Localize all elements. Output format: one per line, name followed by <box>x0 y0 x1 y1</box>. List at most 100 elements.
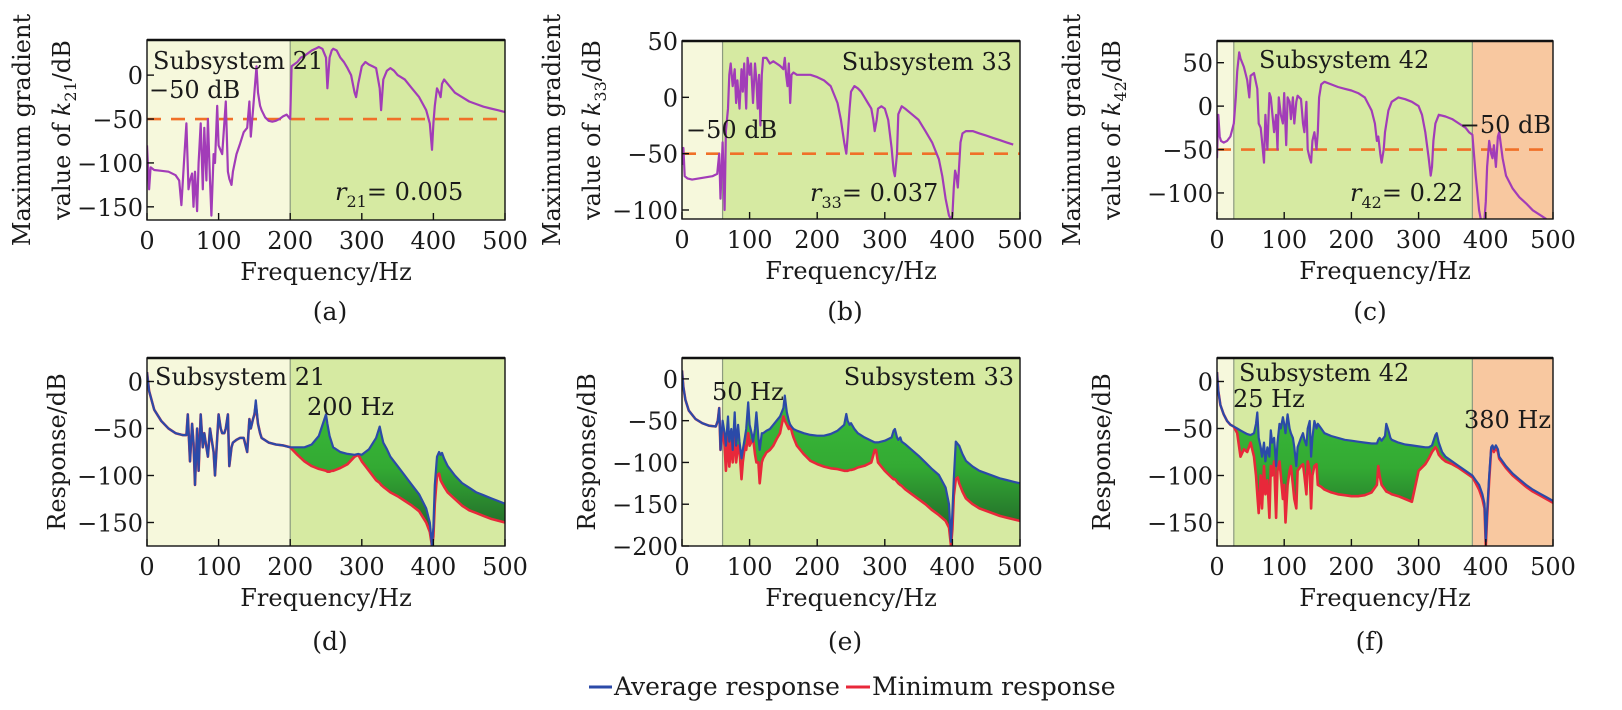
region-low <box>1217 41 1234 219</box>
x-tick-label: 400 <box>410 553 456 581</box>
gradient-curve <box>1217 51 1547 219</box>
ratio-annotation: r21= 0.005 <box>335 178 463 211</box>
y-axis-label: Response/dB <box>573 373 601 530</box>
ratio-subscript: 33 <box>821 193 841 212</box>
threshold-label: −50 dB <box>1460 111 1551 139</box>
x-tick-label: 0 <box>1209 226 1224 254</box>
y-tick-label: 50 <box>1182 50 1213 78</box>
x-axis-label: Frequency/Hz <box>240 258 411 286</box>
legend-label-average: Average response <box>613 672 840 701</box>
x-tick-label: 100 <box>196 553 242 581</box>
y-axis-label: Response/dB <box>43 373 71 530</box>
y-label-suffix: /dB <box>48 40 76 81</box>
x-tick-label: 300 <box>1396 553 1442 581</box>
average-response-line <box>682 370 1020 543</box>
y-tick-label: 0 <box>663 84 678 112</box>
panel-c: 0 100 200 300 400 500500−50−100Frequency/Hz(c… <box>1058 14 1576 326</box>
panel-e: 0 100 200 300 400 500 0 −50 −100 −150 −200 Frequenc… <box>573 356 1043 656</box>
y-axis-label-line1: Maximum gradient <box>1058 14 1086 247</box>
ratio-subscript: 21 <box>346 192 366 211</box>
x-tick-label: 400 <box>410 227 456 255</box>
y-tick-label: −100 <box>77 150 143 178</box>
y-label-prefix: value of <box>578 116 606 221</box>
average-response-line <box>147 371 505 546</box>
region-low <box>147 358 291 546</box>
x-axis-label: Frequency/Hz <box>1299 584 1470 612</box>
x-tick-label: 300 <box>1396 226 1442 254</box>
panel-caption: (c) <box>1353 297 1387 326</box>
response-band-fill <box>682 370 1020 546</box>
region-low <box>682 358 723 546</box>
y-label-suffix2: dB <box>578 40 606 73</box>
y-axis-label-line2: value of k42/dB <box>1098 40 1130 221</box>
x-axis-label: Frequency/Hz <box>1299 257 1470 285</box>
ratio-value: = 0.22 <box>1382 179 1463 207</box>
x-axis-label: Frequency/Hz <box>765 584 936 612</box>
y-label-variable: k <box>1098 102 1126 117</box>
ratio-subscript: 42 <box>1361 193 1381 212</box>
plot-area <box>1217 372 1553 546</box>
panel-a: 0 100 200 300 400 500 0 −50 −100 −150 Frequency/Hz… <box>8 14 528 326</box>
x-tick-label: 400 <box>1463 553 1509 581</box>
y-tick-label: −200 <box>612 533 678 561</box>
y-tick-label: 0 <box>1198 93 1213 121</box>
ratio-value: = 0.005 <box>367 178 463 206</box>
subsystem-label: Subsystem 42 <box>1259 46 1429 74</box>
y-axis-label: Response/dB <box>1088 373 1116 530</box>
x-tick-label: 100 <box>727 226 773 254</box>
panel-caption: (f) <box>1356 627 1385 656</box>
y-tick-label: −100 <box>77 463 143 491</box>
y-tick-label: 0 <box>1198 369 1213 397</box>
panel-d: 0 100 200 300 400 500 0 −50 −100 −150 Frequency/Hz… <box>43 356 528 656</box>
x-tick-label: 200 <box>794 226 840 254</box>
x-tick-label: 0 <box>674 226 689 254</box>
plot-area <box>682 370 1020 546</box>
y-tick-label: −50 <box>627 408 678 436</box>
x-tick-label: 300 <box>339 227 385 255</box>
panel-caption: (a) <box>313 297 347 326</box>
ratio-variable: r <box>335 178 348 206</box>
x-tick-label: 100 <box>727 553 773 581</box>
x-tick-label: 300 <box>339 553 385 581</box>
y-tick-label: −50 <box>92 106 143 134</box>
x-tick-label: 100 <box>1261 226 1307 254</box>
subsystem-label: Subsystem 21 <box>153 47 323 75</box>
y-tick-label: −50 <box>627 141 678 169</box>
ratio-annotation: r33= 0.037 <box>810 179 938 212</box>
y-tick-label: 50 <box>647 28 678 56</box>
gradient-curve <box>682 56 1014 219</box>
boundary-label: 200 Hz <box>307 393 394 421</box>
y-label-prefix: value of <box>1098 116 1126 221</box>
y-label-suffix: /dB <box>1098 40 1126 81</box>
x-tick-label: 0 <box>1209 553 1224 581</box>
y-label-suffix: / <box>578 72 606 81</box>
average-response-line <box>1217 372 1553 543</box>
y-label-variable: k <box>48 102 76 117</box>
y-tick-label: −50 <box>1162 416 1213 444</box>
x-tick-label: 200 <box>794 553 840 581</box>
panel-caption: (b) <box>827 297 863 326</box>
panel-caption: (e) <box>828 627 862 656</box>
y-axis-label-line1: Maximum gradient <box>8 14 36 247</box>
boundary-label-low: 25 Hz <box>1233 385 1305 413</box>
subsystem-label: Subsystem 33 <box>844 363 1014 391</box>
response-band-fill <box>1217 372 1553 546</box>
plot-area <box>1217 51 1553 219</box>
y-tick-label: −150 <box>1147 510 1213 538</box>
ratio-variable: r <box>1350 179 1363 207</box>
legend-label-minimum: Minimum response <box>872 672 1116 701</box>
x-tick-label: 0 <box>139 553 154 581</box>
panel-caption: (d) <box>312 627 348 656</box>
y-tick-label: −150 <box>77 510 143 538</box>
y-tick-label: −100 <box>1147 463 1213 491</box>
x-tick-label: 200 <box>1328 226 1374 254</box>
x-tick-label: 200 <box>267 553 313 581</box>
x-tick-label: 100 <box>196 227 242 255</box>
x-axis-label: Frequency/Hz <box>765 257 936 285</box>
boundary-label: 50 Hz <box>712 378 784 406</box>
y-tick-label: −50 <box>92 416 143 444</box>
response-band-fill <box>147 372 505 546</box>
plot-area <box>147 45 505 217</box>
subsystem-label: Subsystem 33 <box>842 48 1012 76</box>
panel-f: 0 100 200 300 400 500 0 −50 −100 −150 Frequency/Hz… <box>1088 356 1576 656</box>
